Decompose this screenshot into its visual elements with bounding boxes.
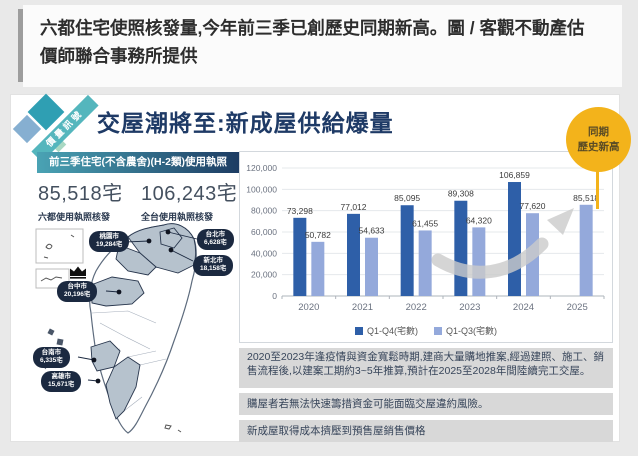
svg-text:100,000: 100,000 <box>246 184 277 194</box>
svg-text:85,518: 85,518 <box>573 193 599 203</box>
region-taoyuan <box>115 244 157 276</box>
chart-legend: Q1-Q4(宅數) Q1-Q3(宅數) <box>240 324 612 337</box>
main-panel: 價量訊號 交屋潮將至:新成屋供給爆量 同期 歷史新高 前三季住宅(不含農舍)(H… <box>10 93 631 442</box>
caption-quote-bar <box>18 9 23 82</box>
badge-line2: 歷史新高 <box>577 140 620 153</box>
svg-text:80,000: 80,000 <box>251 206 277 216</box>
offshore-islets <box>164 424 182 433</box>
crown-icon <box>70 266 86 279</box>
svg-text:89,308: 89,308 <box>448 189 474 199</box>
legend-label: Q1-Q3(宅數) <box>446 326 498 336</box>
city-value: 6,335宅 <box>40 357 63 365</box>
svg-text:54,633: 54,633 <box>359 226 385 236</box>
svg-text:2022: 2022 <box>406 302 427 313</box>
city-name: 桃園市 <box>99 233 119 240</box>
stat-nationwide: 106,243宅 全台使用執照核發 <box>141 177 237 223</box>
region-kaohsiung <box>105 356 141 420</box>
note-supply-timeline: 2020至2023年逢疫情與資金寬鬆時期,建商大量購地推案,經過建照、施工、銷售… <box>239 348 613 388</box>
caption-text: 六都住宅使照核發量,今年前三季已創歷史同期新高。圖 / 客觀不動產估價師聯合事務… <box>40 18 585 67</box>
caption-card <box>23 5 622 87</box>
svg-text:2020: 2020 <box>298 302 319 313</box>
svg-text:0: 0 <box>272 291 277 301</box>
island-outline <box>43 234 75 259</box>
city-value: 20,196宅 <box>64 291 91 299</box>
badge-pointer-line <box>596 171 599 209</box>
svg-text:106,859: 106,859 <box>499 170 530 180</box>
city-value: 18,158宅 <box>200 265 227 273</box>
legend-item-q1q3: Q1-Q3(宅數) <box>434 324 497 337</box>
map-label-taichung: 台中市 20,196宅 <box>57 281 98 302</box>
city-name: 高雄市 <box>51 373 71 380</box>
city-value: 19,284宅 <box>96 241 123 249</box>
svg-text:2021: 2021 <box>352 302 373 313</box>
badge-line1: 同期 <box>588 126 609 139</box>
city-name: 新北市 <box>203 257 223 264</box>
island-inset-box <box>35 228 84 264</box>
map-label-kaohsiung: 高雄市 15,671宅 <box>41 371 82 392</box>
stat-six-metros: 85,518宅 六都使用執照核發 <box>38 177 123 223</box>
map-label-tainan: 台南市 6,335宅 <box>33 347 70 368</box>
legend-label: Q1-Q4(宅數) <box>366 326 418 336</box>
svg-text:61,455: 61,455 <box>412 218 438 228</box>
map-label-taoyuan: 桃園市 19,284宅 <box>89 231 130 252</box>
city-name: 台中市 <box>67 283 87 290</box>
svg-text:85,095: 85,095 <box>394 193 420 203</box>
svg-text:50,782: 50,782 <box>305 230 331 240</box>
svg-text:64,320: 64,320 <box>466 215 492 225</box>
stat-value: 106,243宅 <box>141 183 238 205</box>
svg-text:73,298: 73,298 <box>287 206 313 216</box>
region-taipei <box>159 227 183 249</box>
svg-text:40,000: 40,000 <box>251 248 277 258</box>
bar-chart-container: 0 20,000 40,000 60,000 80,000 100,000 120,000 2… <box>239 151 613 343</box>
svg-text:60,000: 60,000 <box>251 227 277 237</box>
taiwan-map <box>35 223 198 434</box>
svg-text:2024: 2024 <box>513 302 534 313</box>
map-label-taipei: 台北市 6,628宅 <box>197 229 234 250</box>
stat-label: 全台使用執照核發 <box>141 212 214 222</box>
city-value: 6,628宅 <box>204 239 227 247</box>
stat-value: 85,518宅 <box>38 183 123 205</box>
stats-header-badge: 前三季住宅(不含農舍)(H-2類)使用執照 <box>37 152 239 173</box>
legend-swatch-light <box>434 326 442 335</box>
city-value: 15,671宅 <box>48 381 75 389</box>
stat-label: 六都使用執照核發 <box>38 212 111 222</box>
map-label-new-taipei: 新北市 18,158宅 <box>193 255 234 276</box>
legend-item-q1q4: Q1-Q4(宅數) <box>354 324 418 337</box>
bar-chart: 0 20,000 40,000 60,000 80,000 100,000 120,000 2… <box>246 163 605 313</box>
svg-text:77,620: 77,620 <box>520 201 546 211</box>
island-outline <box>40 276 63 282</box>
record-high-badge: 同期 歷史新高 <box>566 107 631 172</box>
svg-text:20,000: 20,000 <box>251 270 277 280</box>
city-dots <box>91 229 174 384</box>
svg-text:77,012: 77,012 <box>341 202 367 212</box>
note-cost-pressure: 新成屋取得成本擠壓到預售屋銷售價格 <box>239 420 613 442</box>
svg-text:120,000: 120,000 <box>246 163 277 173</box>
page-title: 交屋潮將至:新成屋供給爆量 <box>97 110 394 136</box>
note-default-risk: 購屋者若無法快速籌措資金可能面臨交屋違約風險。 <box>239 393 613 415</box>
svg-text:2025: 2025 <box>567 302 588 313</box>
city-name: 台北市 <box>205 231 226 238</box>
svg-text:2023: 2023 <box>459 302 480 313</box>
legend-swatch-dark <box>354 326 363 335</box>
city-name: 台南市 <box>41 349 62 356</box>
